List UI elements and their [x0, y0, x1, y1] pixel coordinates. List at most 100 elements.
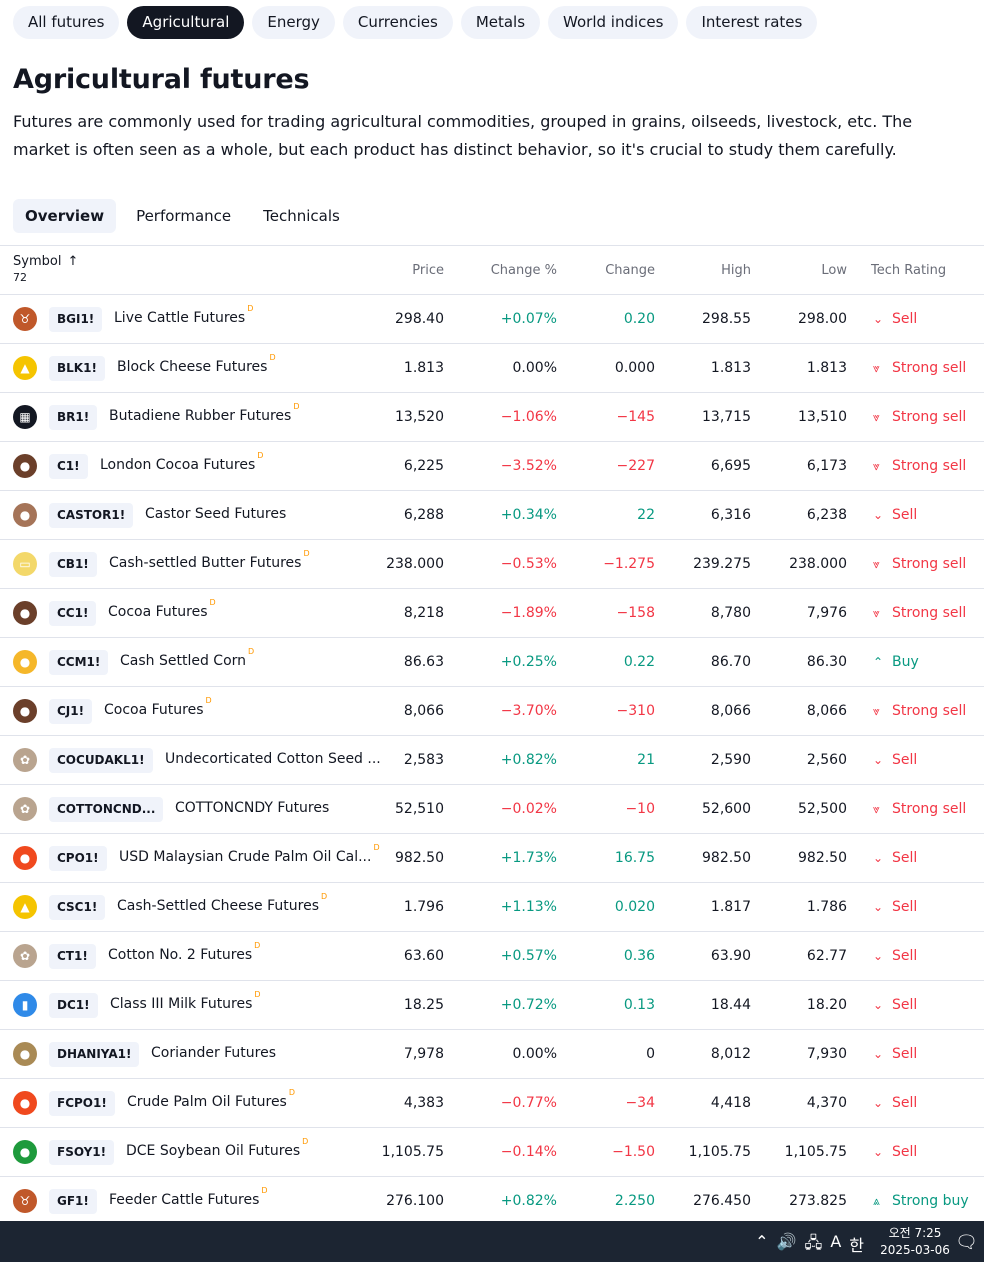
table-row[interactable]: ● CC1! Cocoa Futures D 8,218 −1.89% −158 8,780 7… — [0, 589, 984, 638]
symbol-column-header[interactable]: Symbol ↑ 72 — [13, 254, 78, 284]
table-row[interactable]: ✿ COTTONCND... COTTONCNDY Futures 52,510 −0.… — [0, 785, 984, 834]
instrument-name[interactable]: Cash-Settled Cheese Futures D — [117, 892, 327, 914]
table-row[interactable]: ♉ BGI1! Live Cattle Futures D 298.40 +0.07% 0.… — [0, 295, 984, 344]
ticker-badge[interactable]: DHANIYA1! — [49, 1042, 140, 1067]
instrument-name[interactable]: Class III Milk Futures D — [110, 990, 261, 1012]
table-row[interactable]: ▲ BLK1! Block Cheese Futures D 1.813 0.00% 0.0… — [0, 344, 984, 393]
ticker-badge[interactable]: C1! — [49, 454, 88, 479]
instrument-name[interactable]: Feeder Cattle Futures D — [109, 1186, 268, 1208]
tab-technicals[interactable]: Technicals — [263, 207, 340, 225]
ticker-badge[interactable]: DC1! — [49, 993, 98, 1018]
high-column-header[interactable]: High — [721, 263, 751, 278]
low-cell: 6,173 — [806, 458, 847, 474]
ticker-badge[interactable]: CPO1! — [49, 846, 107, 871]
tech-rating-label: Sell — [892, 507, 918, 523]
instrument-name[interactable]: Coriander Futures — [151, 1045, 276, 1061]
ticker-badge[interactable]: COCUDAKL1! — [49, 748, 153, 773]
instrument-name[interactable]: Cash-settled Butter Futures D — [109, 549, 310, 571]
tech-rating-label: Sell — [892, 899, 918, 915]
notification-icon[interactable]: 🗨 — [955, 1232, 978, 1253]
instrument-name-text: London Cocoa Futures — [100, 457, 256, 473]
chevron-down-icon: ⌄ — [873, 508, 884, 522]
table-row[interactable]: ● CJ1! Cocoa Futures D 8,066 −3.70% −310 8,066 8… — [0, 687, 984, 736]
ticker-badge[interactable]: CJ1! — [49, 699, 93, 724]
font-a-icon[interactable]: A — [830, 1232, 842, 1251]
instrument-name[interactable]: Cocoa Futures D — [104, 696, 212, 718]
double-chevron-down-icon: ⩔ — [873, 557, 880, 571]
table-row[interactable]: ♉ GF1! Feeder Cattle Futures D 276.100 +0.82%… — [0, 1177, 984, 1226]
table-row[interactable]: ✿ COCUDAKL1! Undecorticated Cotton Seed ..… — [0, 736, 984, 785]
ime-korean-icon[interactable]: 한 — [849, 1236, 864, 1255]
table-row[interactable]: ▲ CSC1! Cash-Settled Cheese Futures D 1.796 +… — [0, 883, 984, 932]
tech-rating-column-header[interactable]: Tech Rating — [871, 263, 947, 278]
table-body: ♉ BGI1! Live Cattle Futures D 298.40 +0.07% 0.… — [0, 295, 984, 1226]
chevron-up-icon[interactable]: ⌃ — [755, 1232, 769, 1251]
category-chip-world-indices[interactable]: World indices — [548, 6, 679, 39]
category-chip-metals[interactable]: Metals — [460, 6, 541, 39]
table-row[interactable]: ● CCM1! Cash Settled Corn D 86.63 +0.25% 0.22 8… — [0, 638, 984, 687]
table-row[interactable]: ● CPO1! USD Malaysian Crude Palm Oil Cal..… — [0, 834, 984, 883]
ticker-badge[interactable]: CASTOR1! — [49, 503, 134, 528]
network-icon[interactable]: 🖧 — [804, 1233, 823, 1252]
table-row[interactable]: ● CASTOR1! Castor Seed Futures 6,288 +0.34% 2… — [0, 491, 984, 540]
ticker-badge[interactable]: CB1! — [49, 552, 97, 577]
instrument-name[interactable]: Block Cheese Futures D — [117, 353, 276, 375]
change-percent-column-header[interactable]: Change % — [490, 263, 557, 278]
table-row[interactable]: ✿ CT1! Cotton No. 2 Futures D 63.60 +0.57% 0.3… — [0, 932, 984, 981]
table-row[interactable]: ● C1! London Cocoa Futures D 6,225 −3.52% −227… — [0, 442, 984, 491]
table-row[interactable]: ▭ CB1! Cash-settled Butter Futures D 238.000… — [0, 540, 984, 589]
tab-overview[interactable]: Overview — [13, 199, 117, 233]
instrument-name[interactable]: Cotton No. 2 Futures D — [108, 941, 260, 963]
low-column-header[interactable]: Low — [821, 263, 847, 278]
category-chip-agricultural[interactable]: Agricultural — [127, 6, 245, 39]
instrument-name[interactable]: Live Cattle Futures D — [114, 304, 253, 326]
speaker-icon[interactable]: 🔊 — [776, 1232, 797, 1251]
ticker-badge[interactable]: COTTONCND... — [49, 797, 164, 822]
instrument-name-text: Cocoa Futures — [104, 702, 204, 718]
instrument-name[interactable]: Castor Seed Futures — [145, 506, 286, 522]
low-cell: 13,510 — [798, 409, 847, 425]
cocoa-icon: ● — [13, 601, 37, 625]
ticker-badge[interactable]: BGI1! — [49, 307, 103, 332]
table-row[interactable]: ● FCPO1! Crude Palm Oil Futures D 4,383 −0.77… — [0, 1079, 984, 1128]
instrument-name[interactable]: DCE Soybean Oil Futures D — [126, 1137, 308, 1159]
chevron-down-icon: ⌄ — [873, 1096, 884, 1110]
tech-rating: ⌃ Buy — [873, 654, 919, 670]
instrument-name[interactable]: Cash Settled Corn D — [120, 647, 254, 669]
ticker-badge[interactable]: CC1! — [49, 601, 97, 626]
instrument-name[interactable]: Undecorticated Cotton Seed ... — [165, 751, 381, 767]
table-row[interactable]: ● DHANIYA1! Coriander Futures 7,978 0.00% 0 8,… — [0, 1030, 984, 1079]
instrument-name[interactable]: Cocoa Futures D — [108, 598, 216, 620]
windows-taskbar: ⌃ 🔊 🖧 A 한 오전 7:25 2025-03-06 🗨 — [0, 1221, 984, 1262]
ticker-badge[interactable]: GF1! — [49, 1189, 97, 1214]
instrument-name[interactable]: Butadiene Rubber Futures D — [109, 402, 300, 424]
table-row[interactable]: ▮ DC1! Class III Milk Futures D 18.25 +0.72% 0… — [0, 981, 984, 1030]
price-cell: 18.25 — [403, 997, 444, 1013]
instrument-name[interactable]: Crude Palm Oil Futures D — [127, 1088, 295, 1110]
low-cell: 62.77 — [806, 948, 847, 964]
ticker-badge[interactable]: CSC1! — [49, 895, 106, 920]
category-chip-currencies[interactable]: Currencies — [342, 6, 453, 39]
tech-rating-label: Buy — [892, 654, 919, 670]
price-cell: 276.100 — [386, 1193, 444, 1209]
ticker-badge[interactable]: BR1! — [49, 405, 98, 430]
instrument-name[interactable]: COTTONCNDY Futures — [175, 800, 329, 816]
change-column-header[interactable]: Change — [605, 263, 655, 278]
category-chip-energy[interactable]: Energy — [252, 6, 335, 39]
table-row[interactable]: ▦ BR1! Butadiene Rubber Futures D 13,520 −1.0… — [0, 393, 984, 442]
category-chip-all-futures[interactable]: All futures — [13, 6, 120, 39]
ticker-badge[interactable]: CT1! — [49, 944, 96, 969]
price-column-header[interactable]: Price — [412, 263, 444, 278]
table-row[interactable]: ● FSOY1! DCE Soybean Oil Futures D 1,105.75 −… — [0, 1128, 984, 1177]
category-chip-interest-rates[interactable]: Interest rates — [686, 6, 818, 39]
delayed-data-marker: D — [303, 549, 310, 558]
ticker-badge[interactable]: FCPO1! — [49, 1091, 115, 1116]
tech-rating-label: Strong buy — [892, 1193, 969, 1209]
taskbar-clock[interactable]: 오전 7:25 2025-03-06 — [872, 1225, 958, 1259]
ticker-badge[interactable]: CCM1! — [49, 650, 109, 675]
tab-performance[interactable]: Performance — [136, 207, 232, 225]
instrument-name[interactable]: London Cocoa Futures D — [100, 451, 263, 473]
instrument-name[interactable]: USD Malaysian Crude Palm Oil Cal... D — [119, 843, 380, 865]
ticker-badge[interactable]: BLK1! — [49, 356, 105, 381]
ticker-badge[interactable]: FSOY1! — [49, 1140, 115, 1165]
